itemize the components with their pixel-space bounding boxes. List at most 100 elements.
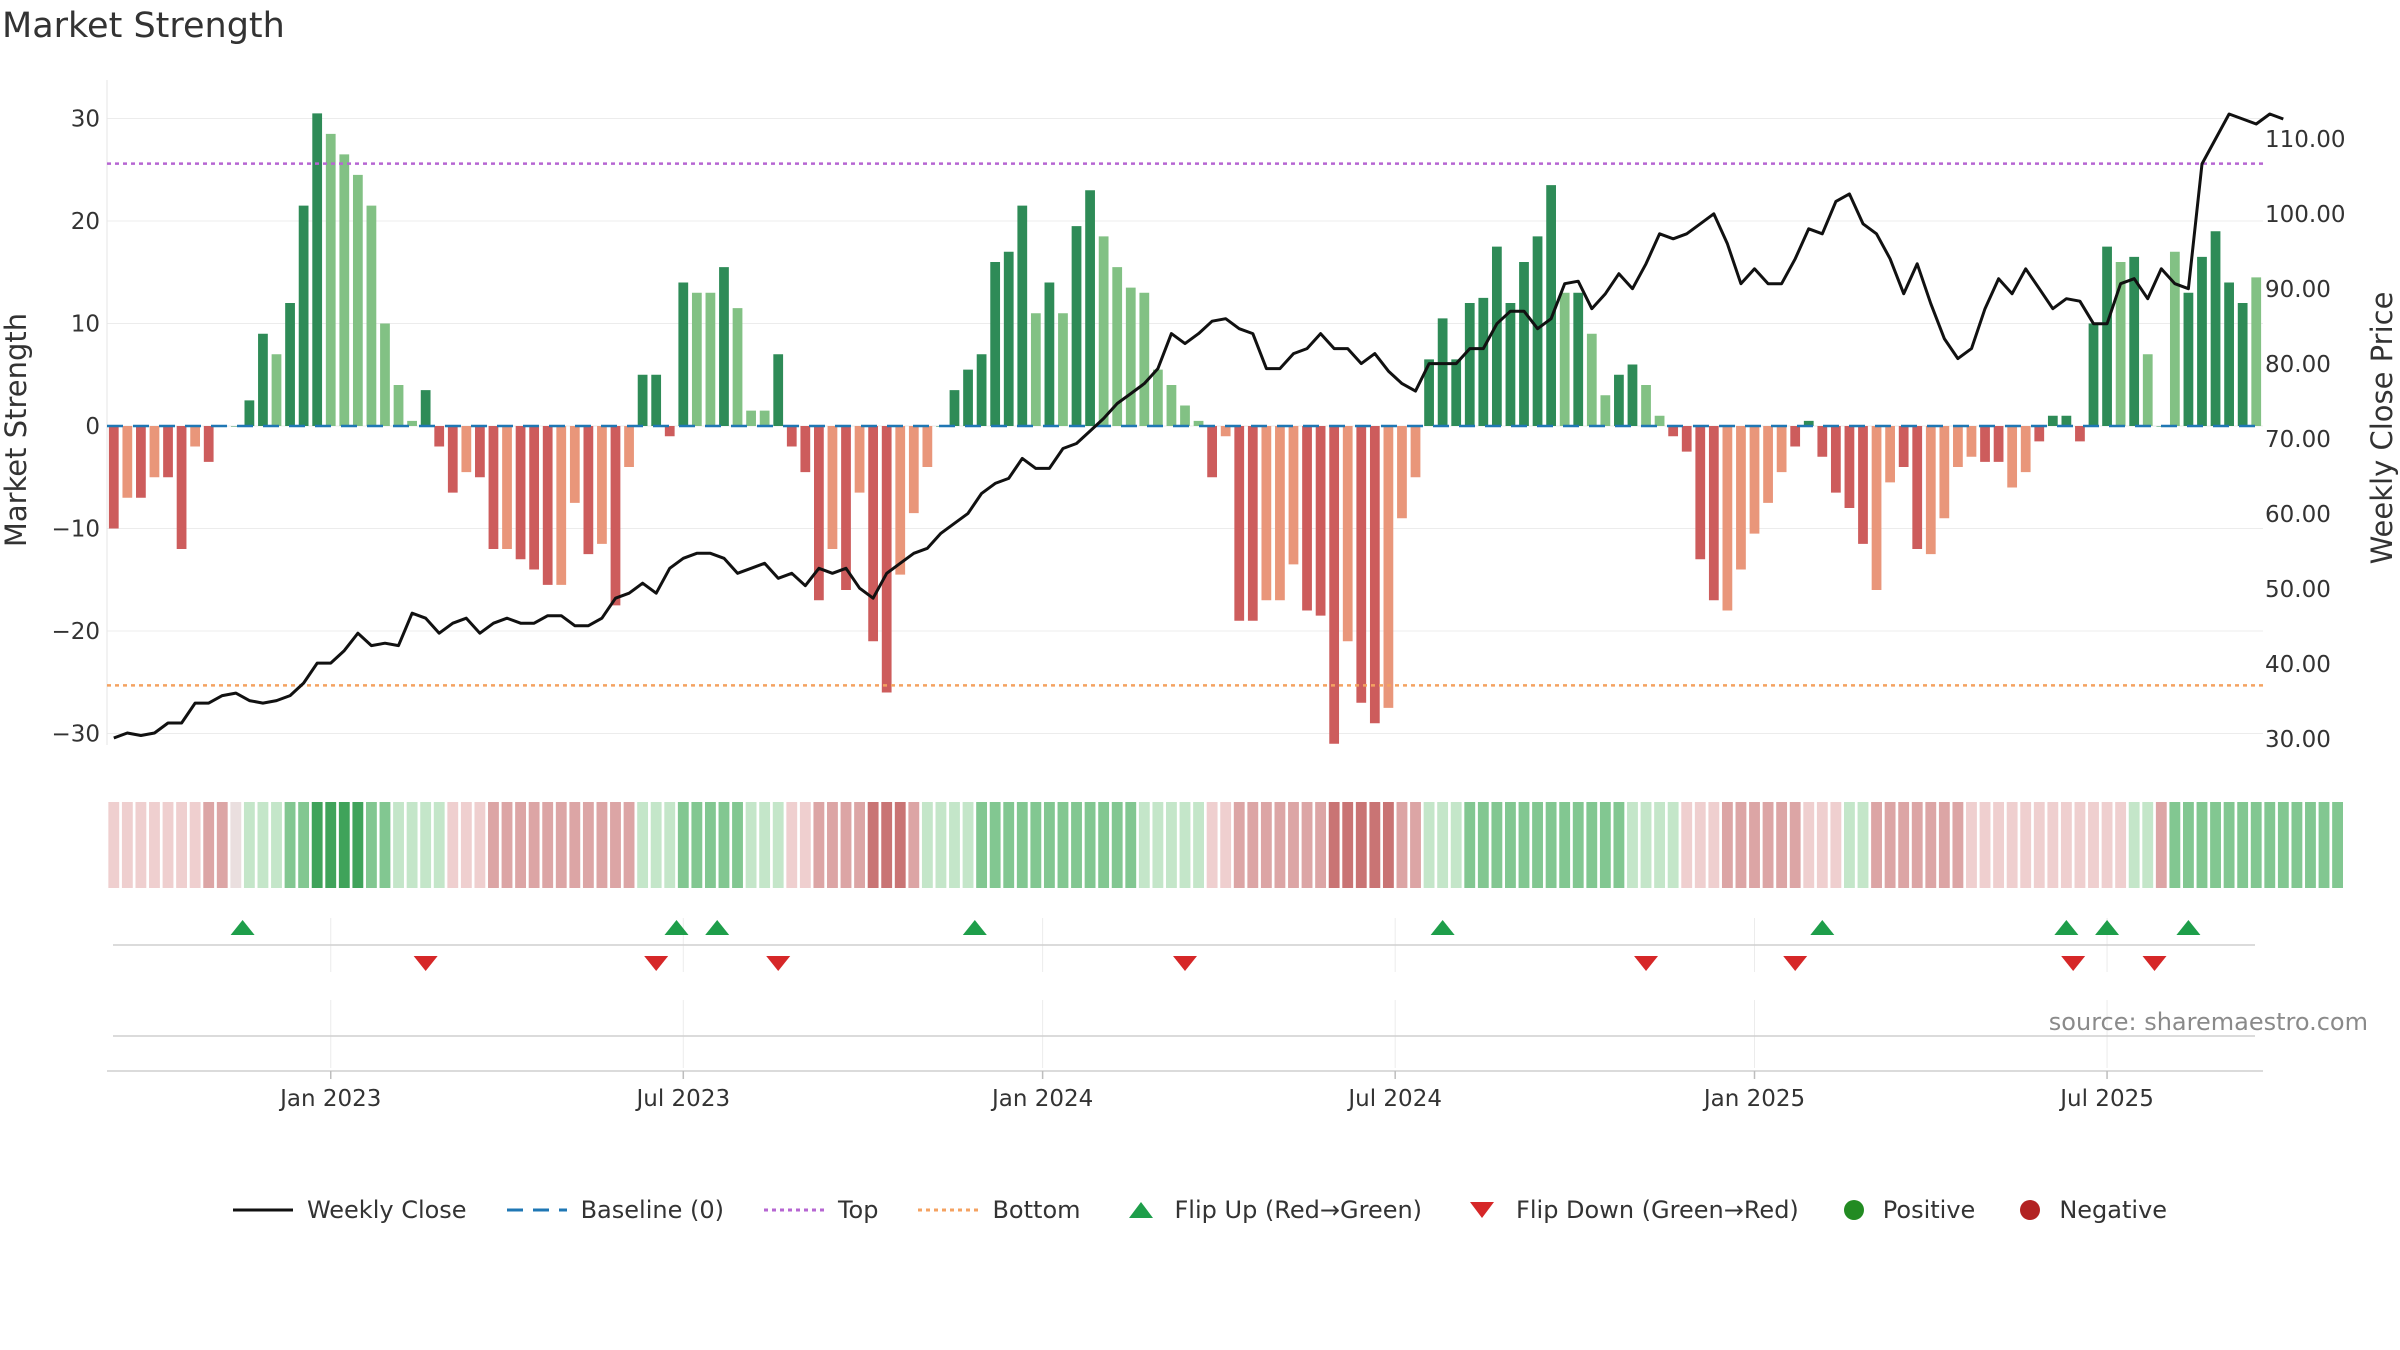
strength-bar xyxy=(881,426,892,693)
strength-bar xyxy=(1424,359,1434,426)
heat-cell xyxy=(1043,802,1055,888)
strength-bar xyxy=(1112,267,1123,426)
flip-markers xyxy=(230,920,2201,971)
strength-bar xyxy=(868,426,879,642)
heat-cell xyxy=(840,802,852,888)
heat-cell xyxy=(460,802,472,888)
heat-cell xyxy=(447,802,459,888)
y-tick-label: 0 xyxy=(85,414,100,440)
heat-cell xyxy=(1288,802,1299,888)
heat-cell xyxy=(1667,802,1679,888)
heat-cell xyxy=(799,802,811,888)
heat-cell xyxy=(1532,802,1543,888)
strength-bar xyxy=(1329,426,1340,744)
strength-bar xyxy=(1410,426,1421,478)
strength-bar xyxy=(908,426,919,514)
heat-cell xyxy=(677,802,689,888)
heat-cell xyxy=(1450,802,1462,888)
strength-bar xyxy=(705,292,716,426)
heat-cell xyxy=(1844,802,1855,888)
strength-bar xyxy=(1817,426,1828,457)
heat-cell xyxy=(1627,802,1638,888)
flip-up-marker xyxy=(230,920,255,935)
strength-bar xyxy=(1071,226,1082,426)
strength-bar xyxy=(732,308,743,426)
heat-cell xyxy=(610,802,621,888)
strength-bar xyxy=(1953,426,1963,467)
strength-bar xyxy=(1749,426,1760,534)
strength-bar xyxy=(1912,426,1923,549)
strength-bar xyxy=(1980,426,1990,462)
strength-bar xyxy=(583,426,594,555)
strength-bar xyxy=(136,426,146,498)
legend-swatch xyxy=(1128,1202,1153,1218)
strength-bar xyxy=(1166,385,1177,426)
heat-cell xyxy=(691,802,703,888)
x-tick-label: Jan 2023 xyxy=(278,1086,381,1112)
heat-cell xyxy=(1206,802,1218,888)
heat-cell xyxy=(1369,802,1381,888)
source-note: source: sharemaestro.com xyxy=(2048,1008,2368,1036)
strength-bar xyxy=(230,426,241,427)
x-tick-label: Jan 2024 xyxy=(990,1086,1093,1112)
legend-label: Flip Up (Red→Green) xyxy=(1174,1196,1423,1224)
heat-cell xyxy=(732,802,743,888)
heat-cell xyxy=(1328,802,1340,888)
legend: Weekly Close Baseline (0) Top Bottom Flip Up… xyxy=(0,1196,2400,1224)
flip-up-marker xyxy=(1810,920,1835,935)
heat-cell xyxy=(2318,802,2330,888)
flip-up-marker xyxy=(2176,920,2201,935)
strength-bar xyxy=(1315,426,1326,616)
strength-bar xyxy=(1383,426,1394,708)
heat-cell xyxy=(2291,802,2303,888)
heat-cell xyxy=(1016,802,1028,888)
legend-swatch xyxy=(232,1208,293,1212)
strength-bar xyxy=(597,426,607,544)
flip-down-marker xyxy=(413,956,438,971)
heat-cell xyxy=(189,802,201,888)
strength-bar xyxy=(366,205,377,426)
heat-cell xyxy=(949,802,960,888)
strength-bar xyxy=(800,426,811,473)
heat-cell xyxy=(2182,802,2194,888)
heat-cell xyxy=(1315,802,1327,888)
strength-bar xyxy=(1763,426,1773,503)
heat-cell xyxy=(813,802,825,888)
strength-bar xyxy=(447,426,458,493)
strength-bar xyxy=(2034,426,2045,442)
legend-item: Weekly Close xyxy=(232,1196,467,1224)
strength-bar xyxy=(1668,426,1679,437)
heat-cell xyxy=(1721,802,1733,888)
strength-bar xyxy=(1776,426,1787,473)
heat-cell xyxy=(149,802,160,888)
heat-cell xyxy=(1505,802,1516,888)
strength-bar xyxy=(759,410,770,426)
x-tick-label: Jan 2025 xyxy=(1702,1086,1805,1112)
heat-cell xyxy=(230,802,242,888)
heat-cell xyxy=(1220,802,1232,888)
strength-bar xyxy=(1573,292,1584,426)
heat-cell xyxy=(1749,802,1760,888)
heat-cell xyxy=(121,802,133,888)
heat-cell xyxy=(1586,802,1598,888)
strength-bar xyxy=(176,426,187,549)
strength-bar xyxy=(1586,333,1597,426)
strength-bar xyxy=(1085,190,1095,426)
strength-bar xyxy=(1559,292,1570,426)
strength-bar xyxy=(2020,426,2031,473)
heat-cell xyxy=(2088,802,2099,888)
strength-bar xyxy=(380,323,390,426)
strength-bar xyxy=(203,426,214,462)
strength-bar xyxy=(325,133,336,426)
heat-cell xyxy=(1057,802,1069,888)
strength-bar xyxy=(691,292,702,426)
heat-cell xyxy=(2305,802,2316,888)
strength-bar xyxy=(664,426,675,437)
flip-down-marker xyxy=(1173,956,1197,971)
strength-bar xyxy=(1437,318,1448,426)
legend-label: Negative xyxy=(2059,1196,2168,1224)
strength-bar xyxy=(773,354,784,426)
heat-cell xyxy=(1003,802,1015,888)
strength-bar xyxy=(1993,426,2004,462)
strength-bar xyxy=(298,205,309,426)
